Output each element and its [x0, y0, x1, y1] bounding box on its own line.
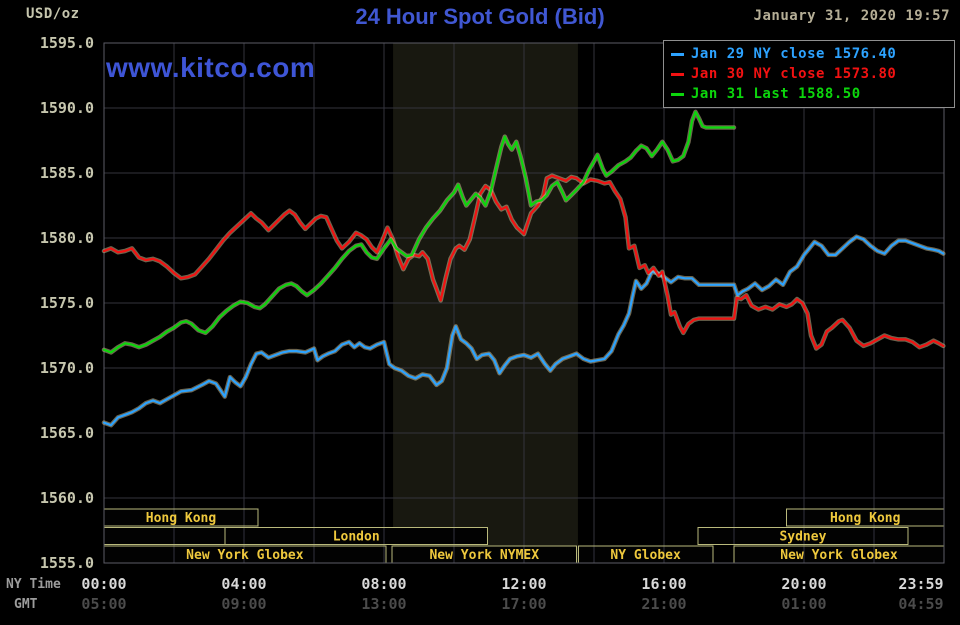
series-line-jan-31	[101, 109, 737, 355]
session-band-fill	[786, 509, 944, 526]
session-label: New York Globex	[186, 548, 304, 563]
session-band	[697, 527, 909, 545]
session-band-fill	[697, 527, 908, 545]
date-timestamp: January 31, 2020 19:57	[753, 8, 950, 24]
session-band-fill	[392, 546, 577, 563]
session-label: New York Globex	[780, 548, 898, 563]
chart-legend: Jan 29 NY close 1576.40 Jan 30 NY close 1…	[663, 40, 955, 108]
ny-time-tick-label: 23:59	[898, 575, 944, 593]
series-path	[102, 235, 945, 427]
series-path	[102, 174, 945, 350]
y-axis-tick-label: 1585.0	[39, 164, 94, 182]
session-band-fill	[578, 546, 713, 563]
gmt-tick-label: 04:59	[898, 595, 944, 613]
market-session-bands: Hong Kong Hong Kong London Sydney New York G…	[103, 508, 945, 564]
y-axis-tick-label: 1560.0	[39, 489, 94, 507]
legend-item: Jan 29 NY close 1576.40	[671, 44, 954, 64]
gmt-tick-label: 09:00	[221, 595, 267, 613]
legend-dash-icon	[671, 72, 684, 76]
series-line-jan-29	[101, 234, 946, 428]
y-axis-tick-label: 1595.0	[39, 34, 94, 52]
gmt-tick-label: 21:00	[641, 595, 687, 613]
gridlines	[103, 42, 945, 564]
legend-dash-icon	[671, 92, 684, 96]
plot-border	[103, 42, 945, 564]
session-label: Hong Kong	[146, 511, 216, 526]
session-band	[224, 527, 488, 545]
legend-dash-icon	[671, 52, 684, 56]
series-line-jan-30	[101, 173, 946, 351]
gmt-row-label: GMT	[14, 597, 38, 612]
session-band-fill	[734, 546, 944, 563]
gmt-tick-label: 13:00	[361, 595, 407, 613]
legend-text: Jan 30 NY close 1573.80	[691, 66, 897, 82]
session-label: New York NYMEX	[429, 548, 539, 563]
page-title: 24 Hour Spot Gold (Bid)	[355, 4, 605, 29]
legend-text: Jan 31 Last 1588.50	[691, 86, 861, 102]
series-path	[102, 110, 736, 354]
y-axis-tick-label: 1590.0	[39, 99, 94, 117]
kitco-watermark: www.kitco.com	[106, 52, 316, 83]
ny-time-tick-label: 00:00	[81, 575, 127, 593]
y-axis-tick-label: 1575.0	[39, 294, 94, 312]
y-axis-unit-label: USD/oz	[26, 6, 80, 22]
legend-item: Jan 30 NY close 1573.80	[671, 64, 954, 84]
session-band-fill	[104, 527, 226, 545]
y-axis-tick-label: 1565.0	[39, 424, 94, 442]
session-label: Hong Kong	[830, 511, 900, 526]
ny-time-row-label: NY Time	[6, 577, 61, 592]
session-band-fill	[225, 527, 488, 545]
y-axis-tick-label: 1555.0	[39, 554, 94, 572]
gmt-tick-label: 01:00	[781, 595, 827, 613]
gmt-tick-label: 05:00	[81, 595, 127, 613]
session-label: London	[333, 530, 380, 545]
y-axis-tick-label: 1580.0	[39, 229, 94, 247]
session-label: Sydney	[779, 530, 826, 545]
ny-time-tick-label: 12:00	[501, 575, 547, 593]
session-band-fill	[104, 509, 258, 526]
ny-time-tick-label: 08:00	[361, 575, 407, 593]
ny-time-tick-label: 04:00	[221, 575, 267, 593]
legend-text: Jan 29 NY close 1576.40	[691, 46, 897, 62]
gmt-tick-label: 17:00	[501, 595, 547, 613]
y-axis-tick-label: 1570.0	[39, 359, 94, 377]
legend-item: Jan 31 Last 1588.50	[671, 84, 954, 104]
session-label: NY Globex	[610, 548, 681, 563]
ny-time-tick-label: 20:00	[781, 575, 827, 593]
ny-time-tick-label: 16:00	[641, 575, 687, 593]
